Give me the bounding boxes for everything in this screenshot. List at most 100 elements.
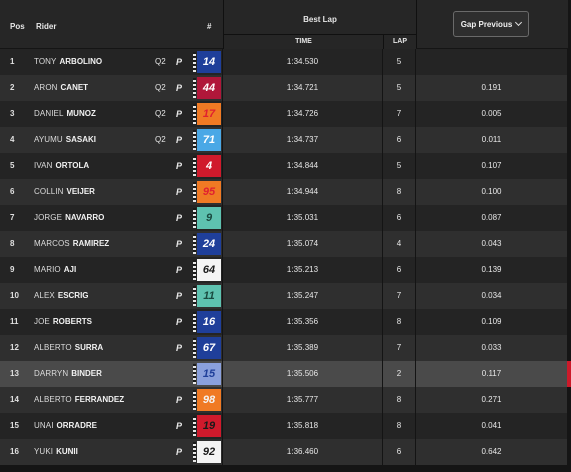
pit-indicator: P [176, 291, 183, 301]
column-divider [382, 335, 383, 361]
pit-indicator: P [176, 57, 183, 67]
row-position: 7 [10, 213, 15, 222]
qualifying-tag [155, 361, 171, 387]
rider-name[interactable]: MARIO AJI [34, 257, 162, 283]
row-position: 5 [10, 161, 15, 170]
gap-previous-value: 0.033 [481, 343, 502, 352]
rider-name[interactable]: COLLIN VEIJER [34, 179, 162, 205]
gap-previous-value [416, 49, 567, 75]
column-divider [415, 283, 416, 309]
table-row[interactable]: 9 MARIO AJI P 64 1:35.213 6 0.139 [0, 257, 567, 283]
rider-name[interactable]: DARRYN BINDER [34, 361, 162, 387]
gap-previous-dropdown[interactable]: Gap Previous [453, 11, 529, 37]
rider-last-name: ARBOLINO [59, 57, 103, 66]
best-lap-number: 5 [396, 161, 402, 170]
pit-indicator: P [176, 343, 183, 353]
column-divider [382, 283, 383, 309]
table-row[interactable]: 1 TONY ARBOLINO Q2 P 14 1:34.530 5 [0, 49, 567, 75]
column-divider [415, 231, 416, 257]
row-position: 8 [10, 239, 15, 248]
column-divider [415, 127, 416, 153]
rider-name[interactable]: YUKI KUNII [34, 439, 162, 465]
column-divider [222, 49, 223, 75]
table-row[interactable]: 11 JOE ROBERTS P 16 1:35.356 8 0.109 [0, 309, 567, 335]
rider-name[interactable]: ARON CANET [34, 75, 162, 101]
row-position: 2 [10, 83, 15, 92]
column-divider [415, 335, 416, 361]
rider-name[interactable]: ALBERTO SURRA [34, 335, 162, 361]
rider-name[interactable]: AYUMU SASAKI [34, 127, 162, 153]
table-row[interactable]: 2 ARON CANET Q2 P 44 1:34.721 5 0.191 [0, 75, 567, 101]
best-lap-time: 1:36.460 [286, 447, 319, 456]
rider-name[interactable]: MARCOS RAMIREZ [34, 231, 162, 257]
rider-last-name: FERRANDEZ [74, 395, 125, 404]
pit-indicator: P [176, 395, 183, 405]
pit-indicator [176, 361, 186, 387]
table-row[interactable]: 10 ALEX ESCRIG P 11 1:35.247 7 0.034 [0, 283, 567, 309]
rider-number-badge: 14 [197, 51, 221, 73]
table-row[interactable]: 14 ALBERTO FERRANDEZ P 98 1:35.777 8 0.271 [0, 387, 567, 413]
column-divider [415, 101, 416, 127]
rider-name[interactable]: IVAN ORTOLA [34, 153, 162, 179]
column-divider [382, 153, 383, 179]
checkered-flag-icon [193, 104, 196, 124]
rider-number-badge: 98 [197, 389, 221, 411]
table-row[interactable]: 8 MARCOS RAMIREZ P 24 1:35.074 4 0.043 [0, 231, 567, 257]
qualifying-tag [155, 335, 171, 361]
best-lap-number: 5 [396, 57, 402, 66]
qualifying-tag [155, 231, 171, 257]
column-divider [222, 205, 223, 231]
row-position: 16 [10, 447, 19, 456]
gap-previous-value: 0.642 [481, 447, 502, 456]
table-row[interactable]: 3 DANIEL MUNOZ Q2 P 17 1:34.726 7 0.005 [0, 101, 567, 127]
checkered-flag-icon [193, 182, 196, 202]
best-lap-time: 1:35.506 [286, 369, 319, 378]
row-position: 1 [10, 57, 15, 66]
rider-name[interactable]: ALBERTO FERRANDEZ [34, 387, 162, 413]
rider-first-name: COLLIN [34, 187, 64, 196]
header-rider: Rider [36, 22, 57, 31]
column-divider [222, 257, 223, 283]
table-row[interactable]: 7 JORGE NAVARRO P 9 1:35.031 6 0.087 [0, 205, 567, 231]
best-lap-number: 7 [396, 343, 402, 352]
table-row[interactable]: 6 COLLIN VEIJER P 95 1:34.944 8 0.100 [0, 179, 567, 205]
column-divider [222, 231, 223, 257]
rider-name[interactable]: JORGE NAVARRO [34, 205, 162, 231]
table-row[interactable]: 13 DARRYN BINDER 15 1:35.506 2 0.117 [0, 361, 567, 387]
rider-name[interactable]: TONY ARBOLINO [34, 49, 162, 75]
rider-last-name: VEIJER [66, 187, 95, 196]
rider-last-name: CANET [60, 83, 89, 92]
rider-number-badge: 9 [197, 207, 221, 229]
pit-indicator: P [176, 239, 183, 249]
rider-name[interactable]: DANIEL MUNOZ [34, 101, 162, 127]
table-row[interactable]: 5 IVAN ORTOLA P 4 1:34.844 5 0.107 [0, 153, 567, 179]
column-divider [222, 153, 223, 179]
rider-number-badge: 24 [197, 233, 221, 255]
rider-name[interactable]: ALEX ESCRIG [34, 283, 162, 309]
header-lap: LAP [383, 34, 416, 49]
checkered-flag-icon [193, 390, 196, 410]
best-lap-number: 7 [396, 109, 402, 118]
qualifying-tag [155, 439, 171, 465]
pit-indicator: P [176, 135, 183, 145]
header-time: TIME [223, 34, 383, 49]
best-lap-time: 1:35.356 [286, 317, 319, 326]
rider-name[interactable]: JOE ROBERTS [34, 309, 162, 335]
qualifying-tag [155, 387, 171, 413]
best-lap-number: 7 [396, 291, 402, 300]
rider-number-badge: 4 [197, 155, 221, 177]
best-lap-time: 1:35.074 [286, 239, 319, 248]
checkered-flag-icon [193, 52, 196, 72]
table-row[interactable]: 15 UNAI ORRADRE P 19 1:35.818 8 0.041 [0, 413, 567, 439]
rider-name[interactable]: UNAI ORRADRE [34, 413, 162, 439]
rider-first-name: YUKI [34, 447, 54, 456]
rider-number-badge: 11 [197, 285, 221, 307]
table-row[interactable]: 16 YUKI KUNII P 92 1:36.460 6 0.642 [0, 439, 567, 465]
row-position: 11 [10, 317, 19, 326]
column-divider [382, 205, 383, 231]
table-row[interactable]: 12 ALBERTO SURRA P 67 1:35.389 7 0.033 [0, 335, 567, 361]
row-position: 15 [10, 421, 19, 430]
gap-previous-value: 0.041 [481, 421, 502, 430]
table-row[interactable]: 4 AYUMU SASAKI Q2 P 71 1:34.737 6 0.011 [0, 127, 567, 153]
best-lap-number: 6 [396, 265, 402, 274]
